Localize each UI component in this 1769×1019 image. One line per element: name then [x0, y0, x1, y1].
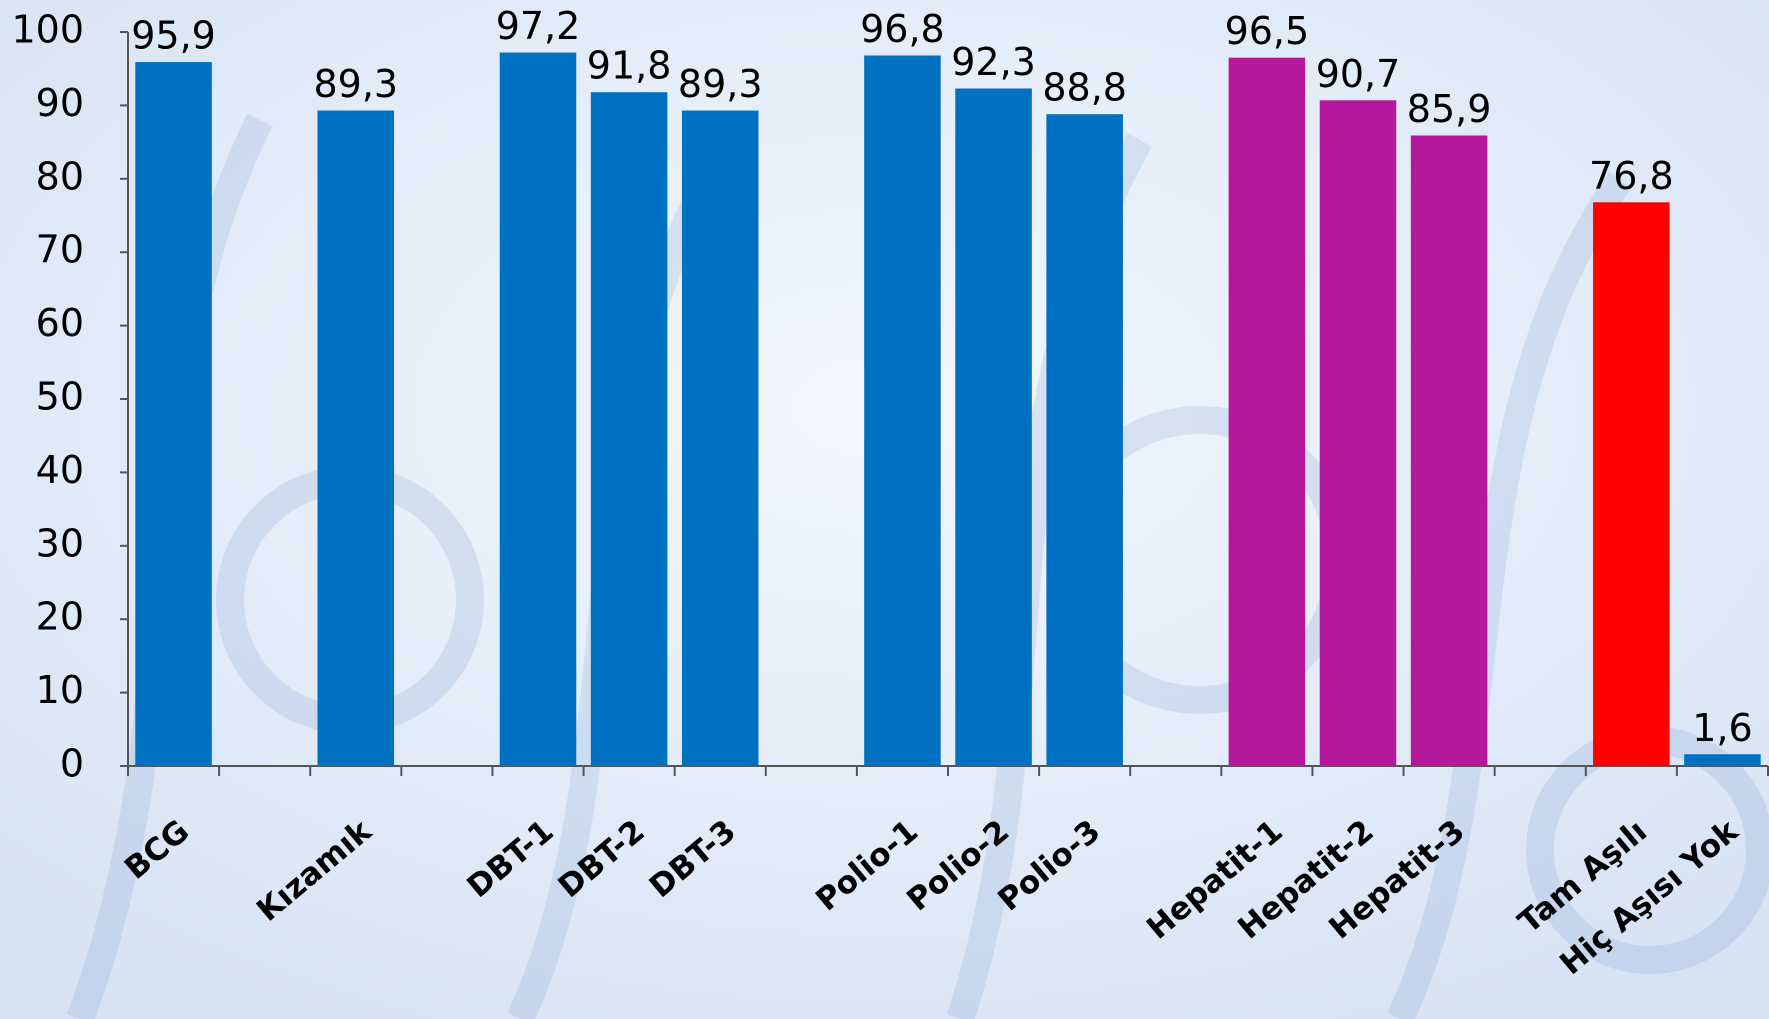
bar [955, 88, 1032, 766]
value-label: 96,8 [860, 7, 945, 51]
y-tick-label: 40 [36, 448, 84, 492]
bar [317, 110, 395, 766]
value-label: 89,3 [678, 62, 763, 106]
y-tick-label: 100 [11, 8, 84, 52]
bar [135, 62, 212, 767]
y-tick-label: 10 [36, 668, 84, 712]
bar [1684, 754, 1761, 766]
value-label: 97,2 [496, 4, 581, 48]
bar [864, 55, 941, 767]
value-label: 1,6 [1692, 706, 1752, 750]
value-label: 76,8 [1589, 154, 1674, 198]
value-label: 92,3 [951, 40, 1036, 84]
value-label: 89,3 [313, 62, 398, 106]
value-label: 95,9 [131, 14, 216, 58]
bar [681, 110, 759, 766]
value-label: 90,7 [1316, 52, 1401, 96]
bar [1319, 100, 1397, 766]
y-tick-label: 30 [36, 521, 84, 565]
y-tick-label: 60 [36, 301, 84, 345]
bar [1593, 202, 1670, 767]
value-label: 96,5 [1225, 9, 1310, 53]
value-label: 85,9 [1407, 87, 1492, 131]
value-label: 88,8 [1042, 66, 1127, 110]
y-tick-label: 80 [36, 154, 84, 198]
y-tick-label: 90 [36, 81, 84, 125]
value-label: 91,8 [587, 44, 672, 88]
bar [1228, 57, 1306, 766]
bar [1046, 114, 1123, 766]
bar [590, 92, 668, 767]
bar [499, 52, 577, 766]
y-tick-label: 70 [36, 228, 84, 272]
bar [1410, 135, 1488, 766]
y-tick-label: 20 [36, 595, 84, 639]
y-tick-label: 50 [36, 375, 84, 419]
y-tick-label: 0 [60, 742, 84, 786]
